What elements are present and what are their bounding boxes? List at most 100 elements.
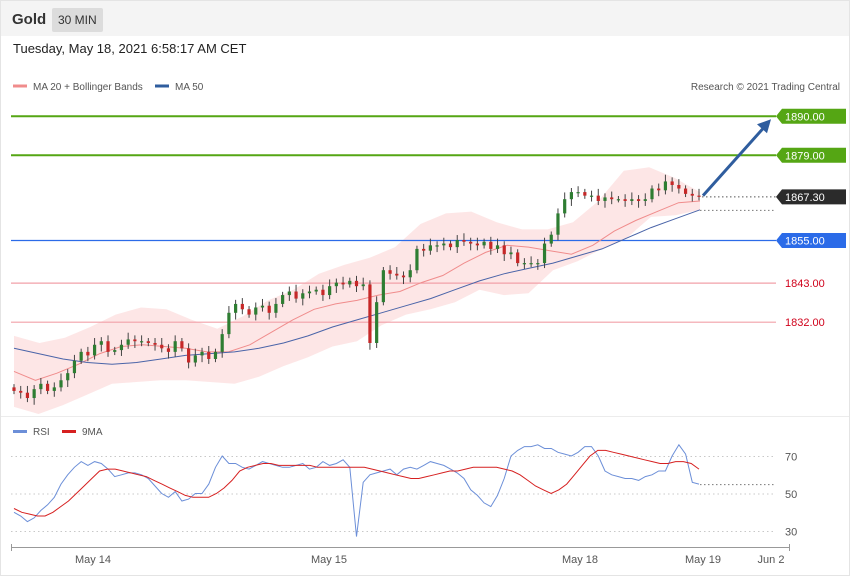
candle-body	[220, 334, 224, 352]
candle-body	[663, 181, 668, 191]
candle-body	[19, 390, 23, 393]
candle-body	[683, 188, 688, 194]
candle-body	[146, 341, 150, 343]
candle-body	[368, 284, 372, 343]
candle-body	[495, 245, 500, 249]
ma9-legend-label: 9MA	[82, 427, 103, 438]
rsi-legend-swatch	[13, 430, 27, 433]
candle-body	[697, 195, 701, 197]
candle-body	[556, 213, 560, 235]
candle-body	[657, 188, 661, 191]
x-axis: May 14 May 15 May 18 May 19 Jun 2	[11, 544, 790, 566]
candle-body	[166, 348, 171, 352]
candle-body	[79, 351, 83, 361]
candle-body	[435, 245, 439, 247]
candle-body	[455, 240, 459, 248]
candle-body	[314, 289, 318, 292]
rsi-legend-label: RSI	[33, 427, 50, 438]
candle-body	[126, 339, 130, 345]
candle-body	[133, 339, 137, 342]
candle-body	[361, 284, 365, 287]
candle-body	[334, 282, 338, 287]
resistance-1-label-box	[776, 147, 846, 163]
x-tick-label: May 14	[75, 554, 111, 566]
candle-body	[240, 303, 244, 310]
candle-body	[207, 351, 211, 359]
candle-body	[469, 241, 473, 244]
support-2-label: 1832.00	[785, 317, 825, 329]
candle-body	[328, 286, 332, 296]
candle-body	[274, 303, 278, 313]
candle-body	[341, 282, 345, 285]
candle-body	[475, 243, 479, 246]
candle-body	[160, 344, 164, 349]
candle-body	[482, 241, 486, 246]
pivot-label: 1855.00	[785, 236, 825, 248]
candle-body	[227, 312, 231, 335]
candle-body	[395, 273, 399, 276]
ma9-legend-swatch	[62, 430, 76, 433]
candle-body	[267, 305, 271, 313]
symbol-title: Gold	[12, 11, 47, 28]
rsi-tick-70: 70	[785, 452, 797, 464]
candle-body	[643, 199, 647, 201]
candle-body	[408, 270, 412, 278]
timeframe-badge[interactable]: 30 MIN	[52, 8, 103, 32]
candle-body	[119, 344, 124, 351]
resistance-1-label: 1879.00	[785, 150, 825, 162]
candle-body	[563, 199, 567, 214]
candle-body	[12, 387, 16, 391]
candle-body	[381, 270, 385, 303]
ma20-legend-label: MA 20 + Bollinger Bands	[33, 82, 143, 93]
projection-arrowhead	[757, 119, 771, 134]
candle-body	[502, 245, 506, 255]
candle-body	[200, 351, 204, 356]
candle-body	[25, 392, 30, 399]
rsi-panel: 30 50 70	[11, 443, 797, 539]
candle-body	[583, 192, 587, 196]
timestamp: Tuesday, May 18, 2021 6:58:17 AM CET	[13, 41, 247, 56]
candle-body	[173, 341, 177, 352]
candle-body	[670, 181, 674, 185]
rsi-line	[13, 443, 700, 537]
rsi-ma9-line	[13, 449, 700, 517]
rsi-tick-30: 30	[785, 527, 797, 539]
candle-body	[260, 305, 265, 308]
credit-text: Research © 2021 Trading Central	[691, 82, 840, 93]
candle-body	[45, 383, 50, 391]
candle-body	[650, 188, 654, 200]
candle-body	[509, 252, 513, 255]
ma50-line	[13, 209, 701, 365]
candle-body	[247, 309, 251, 315]
candle-body	[576, 192, 580, 194]
current-price-label: 1867.30	[785, 192, 825, 204]
candle-body	[301, 293, 305, 299]
pivot-label-box	[776, 233, 846, 249]
candle-body	[542, 243, 547, 264]
candle-body	[139, 341, 144, 343]
candle-body	[254, 307, 258, 315]
candle-body	[32, 389, 36, 399]
candle-body	[281, 295, 285, 304]
candle-body	[690, 193, 694, 196]
candle-body	[415, 248, 419, 271]
candle-body	[516, 252, 520, 264]
candle-body	[193, 355, 197, 363]
candle-body	[86, 351, 90, 356]
candle-body	[636, 199, 641, 201]
x-tick-label: Jun 2	[758, 554, 785, 566]
resistance-2-label-box	[776, 108, 846, 124]
candle-body	[422, 248, 426, 251]
candle-body	[321, 289, 325, 296]
candle-body	[569, 192, 574, 200]
candle-body	[153, 342, 157, 345]
rsi-tick-50: 50	[785, 489, 797, 501]
candlesticks	[12, 174, 701, 405]
candle-body	[92, 344, 97, 356]
ma20-legend-swatch	[13, 84, 27, 88]
candle-body	[59, 380, 63, 388]
candle-body	[213, 351, 218, 359]
candle-body	[294, 291, 298, 299]
candle-body	[596, 195, 600, 201]
